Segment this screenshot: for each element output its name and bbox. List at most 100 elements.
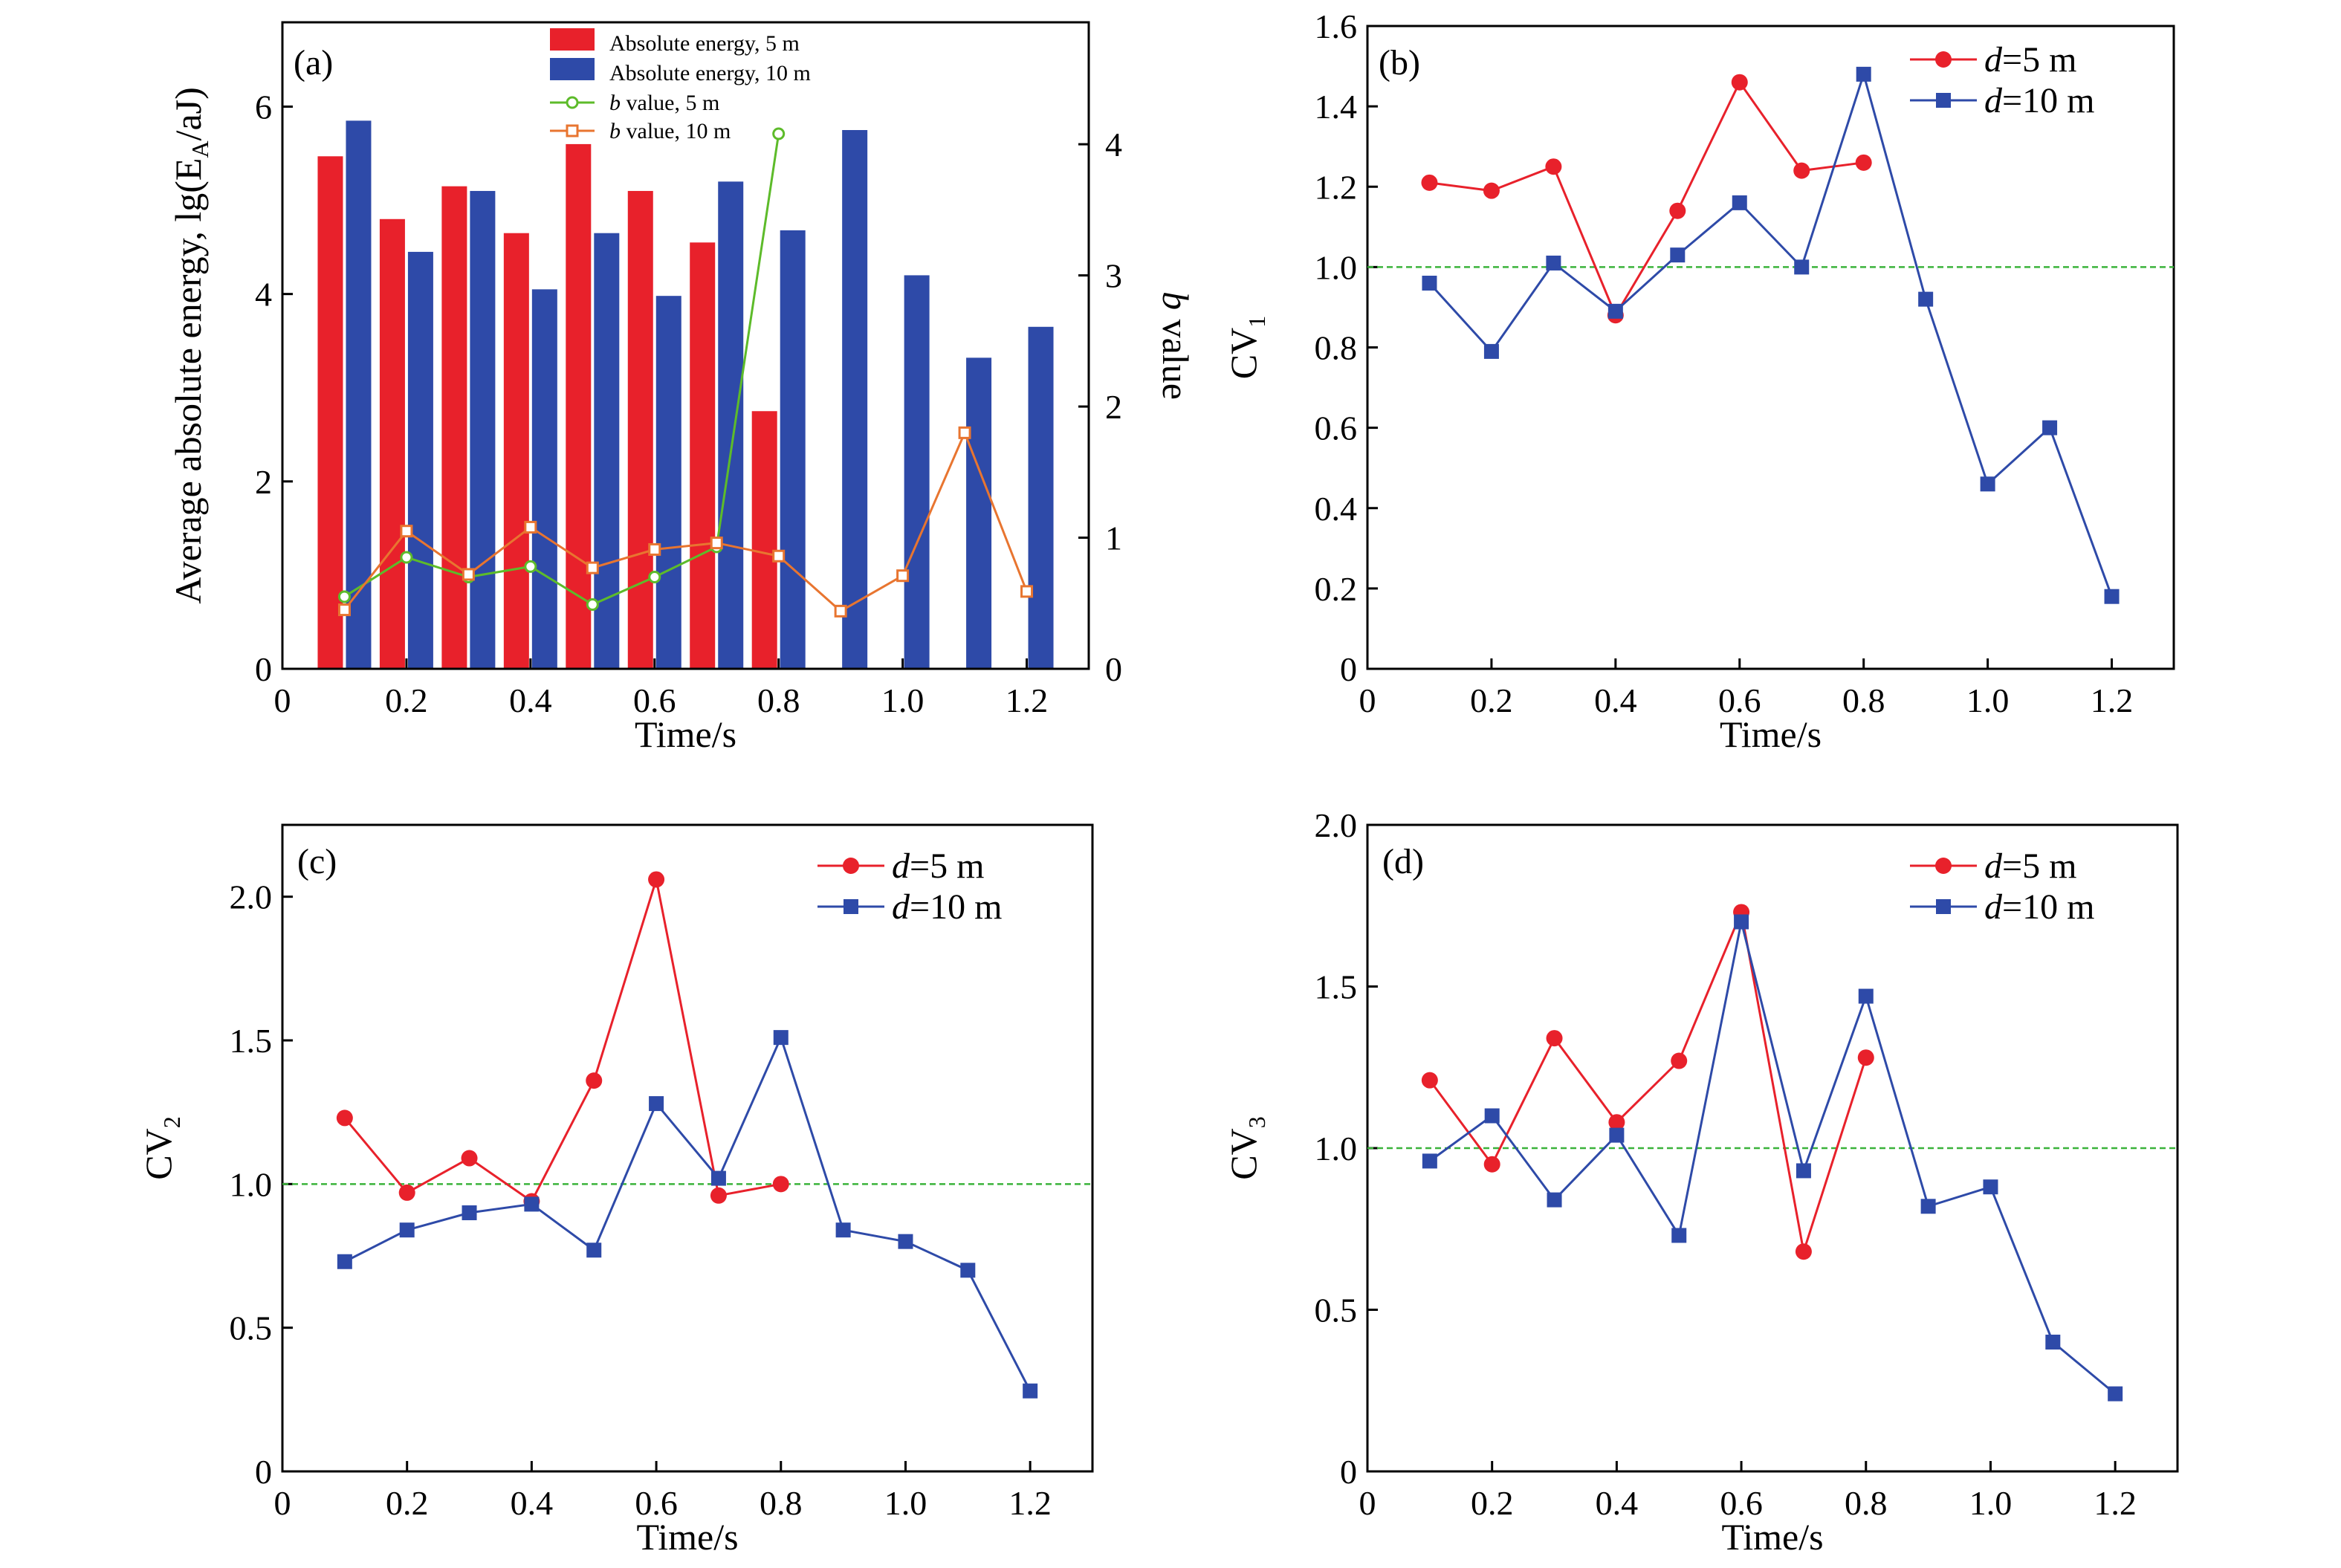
bar-10m [780, 230, 806, 669]
x-tick-label: 1.0 [1969, 1484, 2013, 1522]
series-10m-point [1920, 1199, 1936, 1214]
series-10m-point [1796, 1163, 1811, 1179]
series-10m-point [773, 1030, 789, 1046]
series-10m-line [344, 1034, 1032, 1392]
legend-swatch-5m [550, 28, 595, 51]
x-tick-label: 0.2 [1470, 681, 1513, 719]
x-tick-label: 1.2 [1008, 1484, 1052, 1522]
bar-10m [966, 357, 992, 669]
panel-d-chart: 0 0.2 0.4 0.6 0.8 1.0 1.2 0 0.5 1.0 1.5 2.0 Time/s (d… [1223, 806, 2179, 1558]
x-tick-label: 0.6 [633, 681, 676, 719]
panel-label: (d) [1382, 842, 1424, 881]
bar-10m [531, 289, 557, 669]
legend-label-10m: d=10 m [892, 887, 1002, 927]
bar-5m [441, 186, 467, 670]
panel-label: (b) [1379, 43, 1420, 82]
series-10m-point [1858, 988, 1874, 1004]
x-tick-label: 1.0 [1966, 681, 2010, 719]
series-10m-point [399, 1222, 415, 1238]
y-tick-label: 1.4 [1315, 88, 1358, 126]
bar-10m [842, 130, 868, 669]
x-axis-label: Time/s [635, 713, 736, 755]
series-10m-point [1794, 259, 1810, 275]
b-value-5m-point [524, 560, 537, 573]
plot-frame [281, 823, 1094, 1473]
series-5m-point [772, 1176, 789, 1193]
series-10m-point [1546, 255, 1561, 270]
series-10m-point [1918, 291, 1934, 307]
x-tick-label: 1.2 [2091, 681, 2134, 719]
series-5m-line [1428, 908, 1868, 1252]
y-tick-label: 1.5 [1315, 968, 1358, 1006]
series-5m-point [1793, 162, 1810, 179]
bar-10m [594, 233, 620, 669]
x-tick-label: 0 [274, 681, 291, 719]
y-axis-label: CV1 [1223, 316, 1270, 379]
series-10m-point [1422, 276, 1437, 291]
series-5m-point [1731, 74, 1748, 91]
legend-label-10m: d=10 m [1984, 81, 2094, 120]
series-10m-point [2045, 1335, 2061, 1350]
x-axis-label: Time/s [1720, 713, 1822, 755]
legend-label-10m: Absolute energy, 10 m [609, 61, 811, 85]
x-tick-label: 1.2 [2094, 1484, 2137, 1522]
x-tick-label: 0 [1359, 681, 1376, 719]
legend-label-b10m: b value, 10 m [609, 119, 731, 143]
series-10m-point [1734, 914, 1749, 930]
series-5m-point [1855, 154, 1872, 171]
x-axis-label: Time/s [636, 1516, 738, 1558]
series-5m-point [1483, 182, 1500, 199]
panel-label: (a) [294, 43, 333, 82]
series-5m-point [586, 1072, 603, 1089]
panel-label: (c) [297, 842, 337, 881]
series-5m-point [710, 1187, 727, 1204]
y-tick-label: 0.5 [230, 1309, 273, 1347]
series-10m-point [1607, 303, 1623, 319]
y-tick-label: 1.6 [1315, 7, 1358, 45]
legend-marker [1936, 93, 1951, 108]
series-10m-point [2108, 1386, 2123, 1402]
series-5m-line [1429, 80, 1864, 318]
x-tick-label: 0.6 [1718, 681, 1761, 719]
series-5m-point [398, 1184, 415, 1201]
bar-10m [470, 190, 496, 669]
x-tick-label: 0.4 [509, 681, 552, 719]
bar-5m [503, 233, 529, 669]
b-value-5m-point [648, 570, 661, 583]
y-tick-label: 0 [255, 1453, 272, 1491]
series-10m-point [1983, 1179, 1998, 1195]
series-10m-point [1980, 476, 1995, 492]
y-axis-label: CV3 [1223, 1116, 1270, 1179]
y-tick-label: 4 [255, 276, 272, 314]
series-10m-point [1422, 1153, 1437, 1169]
series-5m-point [1421, 174, 1438, 191]
b-value-10m-point [648, 542, 661, 556]
legend-marker [1935, 51, 1952, 68]
legend-label-5m: Absolute energy, 5 m [609, 31, 800, 56]
b-value-10m-point [772, 549, 786, 563]
bar-10m [1028, 326, 1054, 669]
bar-5m [627, 190, 653, 669]
panel-a-chart: 0 0.2 0.4 0.6 0.8 1.0 1.2 0 2 4 6 Time/s (a) 0 1 2 3 4 Ave… [167, 21, 1197, 755]
y2-tick-label: 1 [1105, 519, 1122, 557]
y2-axis-label: b value [1155, 291, 1197, 400]
series-10m-point [898, 1234, 913, 1249]
y-tick-label: 1.0 [1315, 1130, 1358, 1167]
legend-marker [843, 858, 859, 874]
y-tick-label: 0.5 [1315, 1292, 1358, 1329]
b-value-5m-point [772, 127, 786, 140]
series-10m-line [1428, 70, 2113, 597]
b-value-10m-point [710, 537, 723, 550]
series-5m-point [1857, 1049, 1874, 1066]
x-tick-label: 0.2 [385, 681, 428, 719]
series-10m-point [1023, 1383, 1038, 1399]
y2-tick-label: 3 [1105, 257, 1122, 295]
series-10m-point [1732, 195, 1747, 210]
bar-10m [655, 296, 681, 669]
series-5m-point [1483, 1156, 1500, 1173]
y2-tick-label: 0 [1105, 650, 1122, 688]
legend-label-5m: d=5 m [1984, 846, 2076, 886]
series-10m-point [710, 1170, 726, 1186]
b-value-10m-point [524, 520, 537, 534]
series-5m-point [1546, 1030, 1563, 1047]
